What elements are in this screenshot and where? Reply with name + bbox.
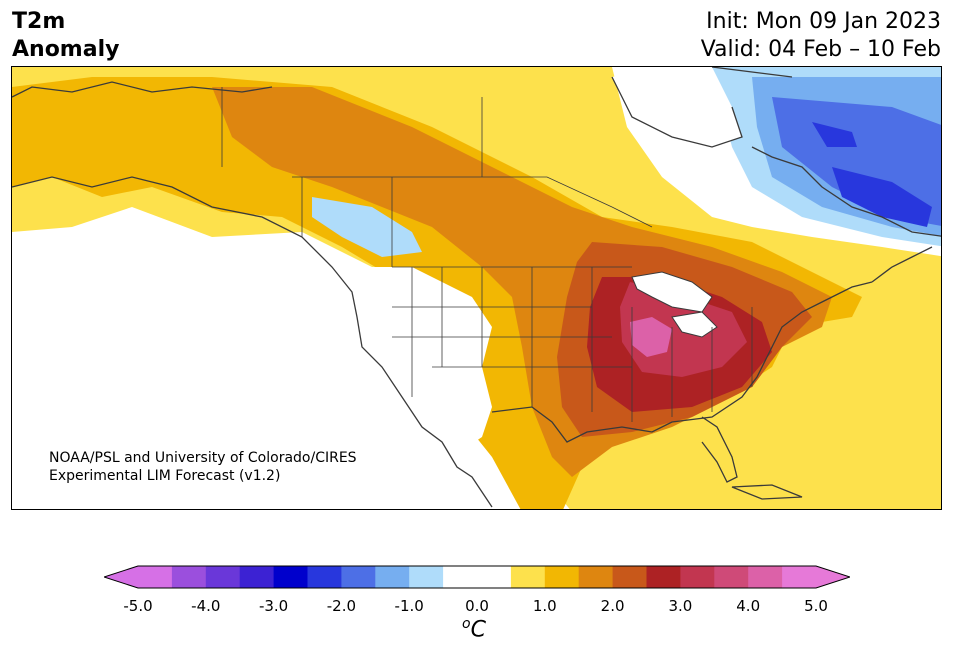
colorbar-segment <box>646 566 681 588</box>
colorbar-segment <box>578 566 614 588</box>
unit-base: C <box>470 617 486 643</box>
coastlines <box>12 67 941 508</box>
colorbar-tick-label: 5.0 <box>804 597 828 615</box>
colorbar-segment <box>307 566 342 588</box>
colorbar-segment <box>273 566 308 588</box>
valid-date: Valid: 04 Feb – 10 Feb <box>700 37 941 62</box>
forecast-dates: Init: Mon 09 Jan 2023 Valid: 04 Feb – 10… <box>701 8 941 64</box>
colorbar-tick-labels: -5.0 -4.0 -3.0 -2.0 -1.0 0.0 1.0 2.0 3.0 4.0 5.0 <box>0 597 953 617</box>
colorbar-segment <box>612 566 647 588</box>
colorbar-tick-label: -3.0 <box>258 597 289 615</box>
great-lakes <box>631 271 718 338</box>
colorbar-segment <box>171 566 207 588</box>
colorbar-segment <box>205 566 241 588</box>
credit-line-1: NOAA/PSL and University of Colorado/CIRE… <box>49 450 357 466</box>
colorbar-tick-label: -1.0 <box>394 597 424 615</box>
anomaly-map <box>12 67 941 509</box>
anomaly-neutral-sw <box>12 267 492 509</box>
colorbar-segment <box>680 566 715 588</box>
colorbar-tick-label: 3.0 <box>668 597 693 615</box>
colorbar-segment <box>138 566 173 588</box>
credit-line-2: Experimental LIM Forecast (v1.2) <box>49 468 281 484</box>
colorbar-segment <box>544 566 580 588</box>
colorbar-tick-label: 0.0 <box>465 597 489 615</box>
colorbar-tick-label: 2.0 <box>600 597 625 615</box>
colorbar-under-triangle <box>104 566 138 588</box>
colorbar-outline <box>104 565 850 589</box>
credit-text: NOAA/PSL and University of Colorado/CIRE… <box>49 449 357 485</box>
colorbar-tick-label: 4.0 <box>736 597 761 615</box>
colorbar-tick-label: -2.0 <box>326 597 357 615</box>
anomaly-deep-blue-n <box>812 122 857 147</box>
colorbar-segment <box>510 566 546 588</box>
colorbar-segment <box>409 566 444 588</box>
colorbar-unit-label: oC <box>462 616 486 642</box>
anomaly-pink <box>630 317 672 357</box>
colorbar-tick-label: -5.0 <box>123 597 153 615</box>
map-panel: NOAA/PSL and University of Colorado/CIRE… <box>11 66 942 510</box>
political-borders <box>221 87 753 422</box>
anomaly-deep-blue-ne <box>832 167 932 227</box>
colorbar-segment <box>375 566 410 588</box>
colorbar-segment <box>443 566 478 588</box>
colorbar-tick-label: -4.0 <box>191 597 221 615</box>
init-date: Init: Mon 09 Jan 2023 <box>706 9 941 34</box>
colorbar-segment <box>477 566 512 588</box>
anomaly-pale-blue-west <box>312 197 422 257</box>
title-line-1: T2m <box>12 9 66 34</box>
colorbar-segment <box>341 566 376 588</box>
title-line-2: Anomaly <box>12 37 120 62</box>
colorbar <box>104 565 850 589</box>
unit-superscript: o <box>462 616 471 632</box>
colorbar-segment <box>782 566 817 588</box>
colorbar-tick-label: 1.0 <box>532 597 557 615</box>
chart-title: T2m Anomaly <box>12 8 119 64</box>
colorbar-segment <box>239 566 275 588</box>
hudson-bay <box>612 67 742 147</box>
colorbar-segment <box>748 566 783 588</box>
colorbar-over-triangle <box>816 566 850 588</box>
colorbar-segment <box>714 566 749 588</box>
